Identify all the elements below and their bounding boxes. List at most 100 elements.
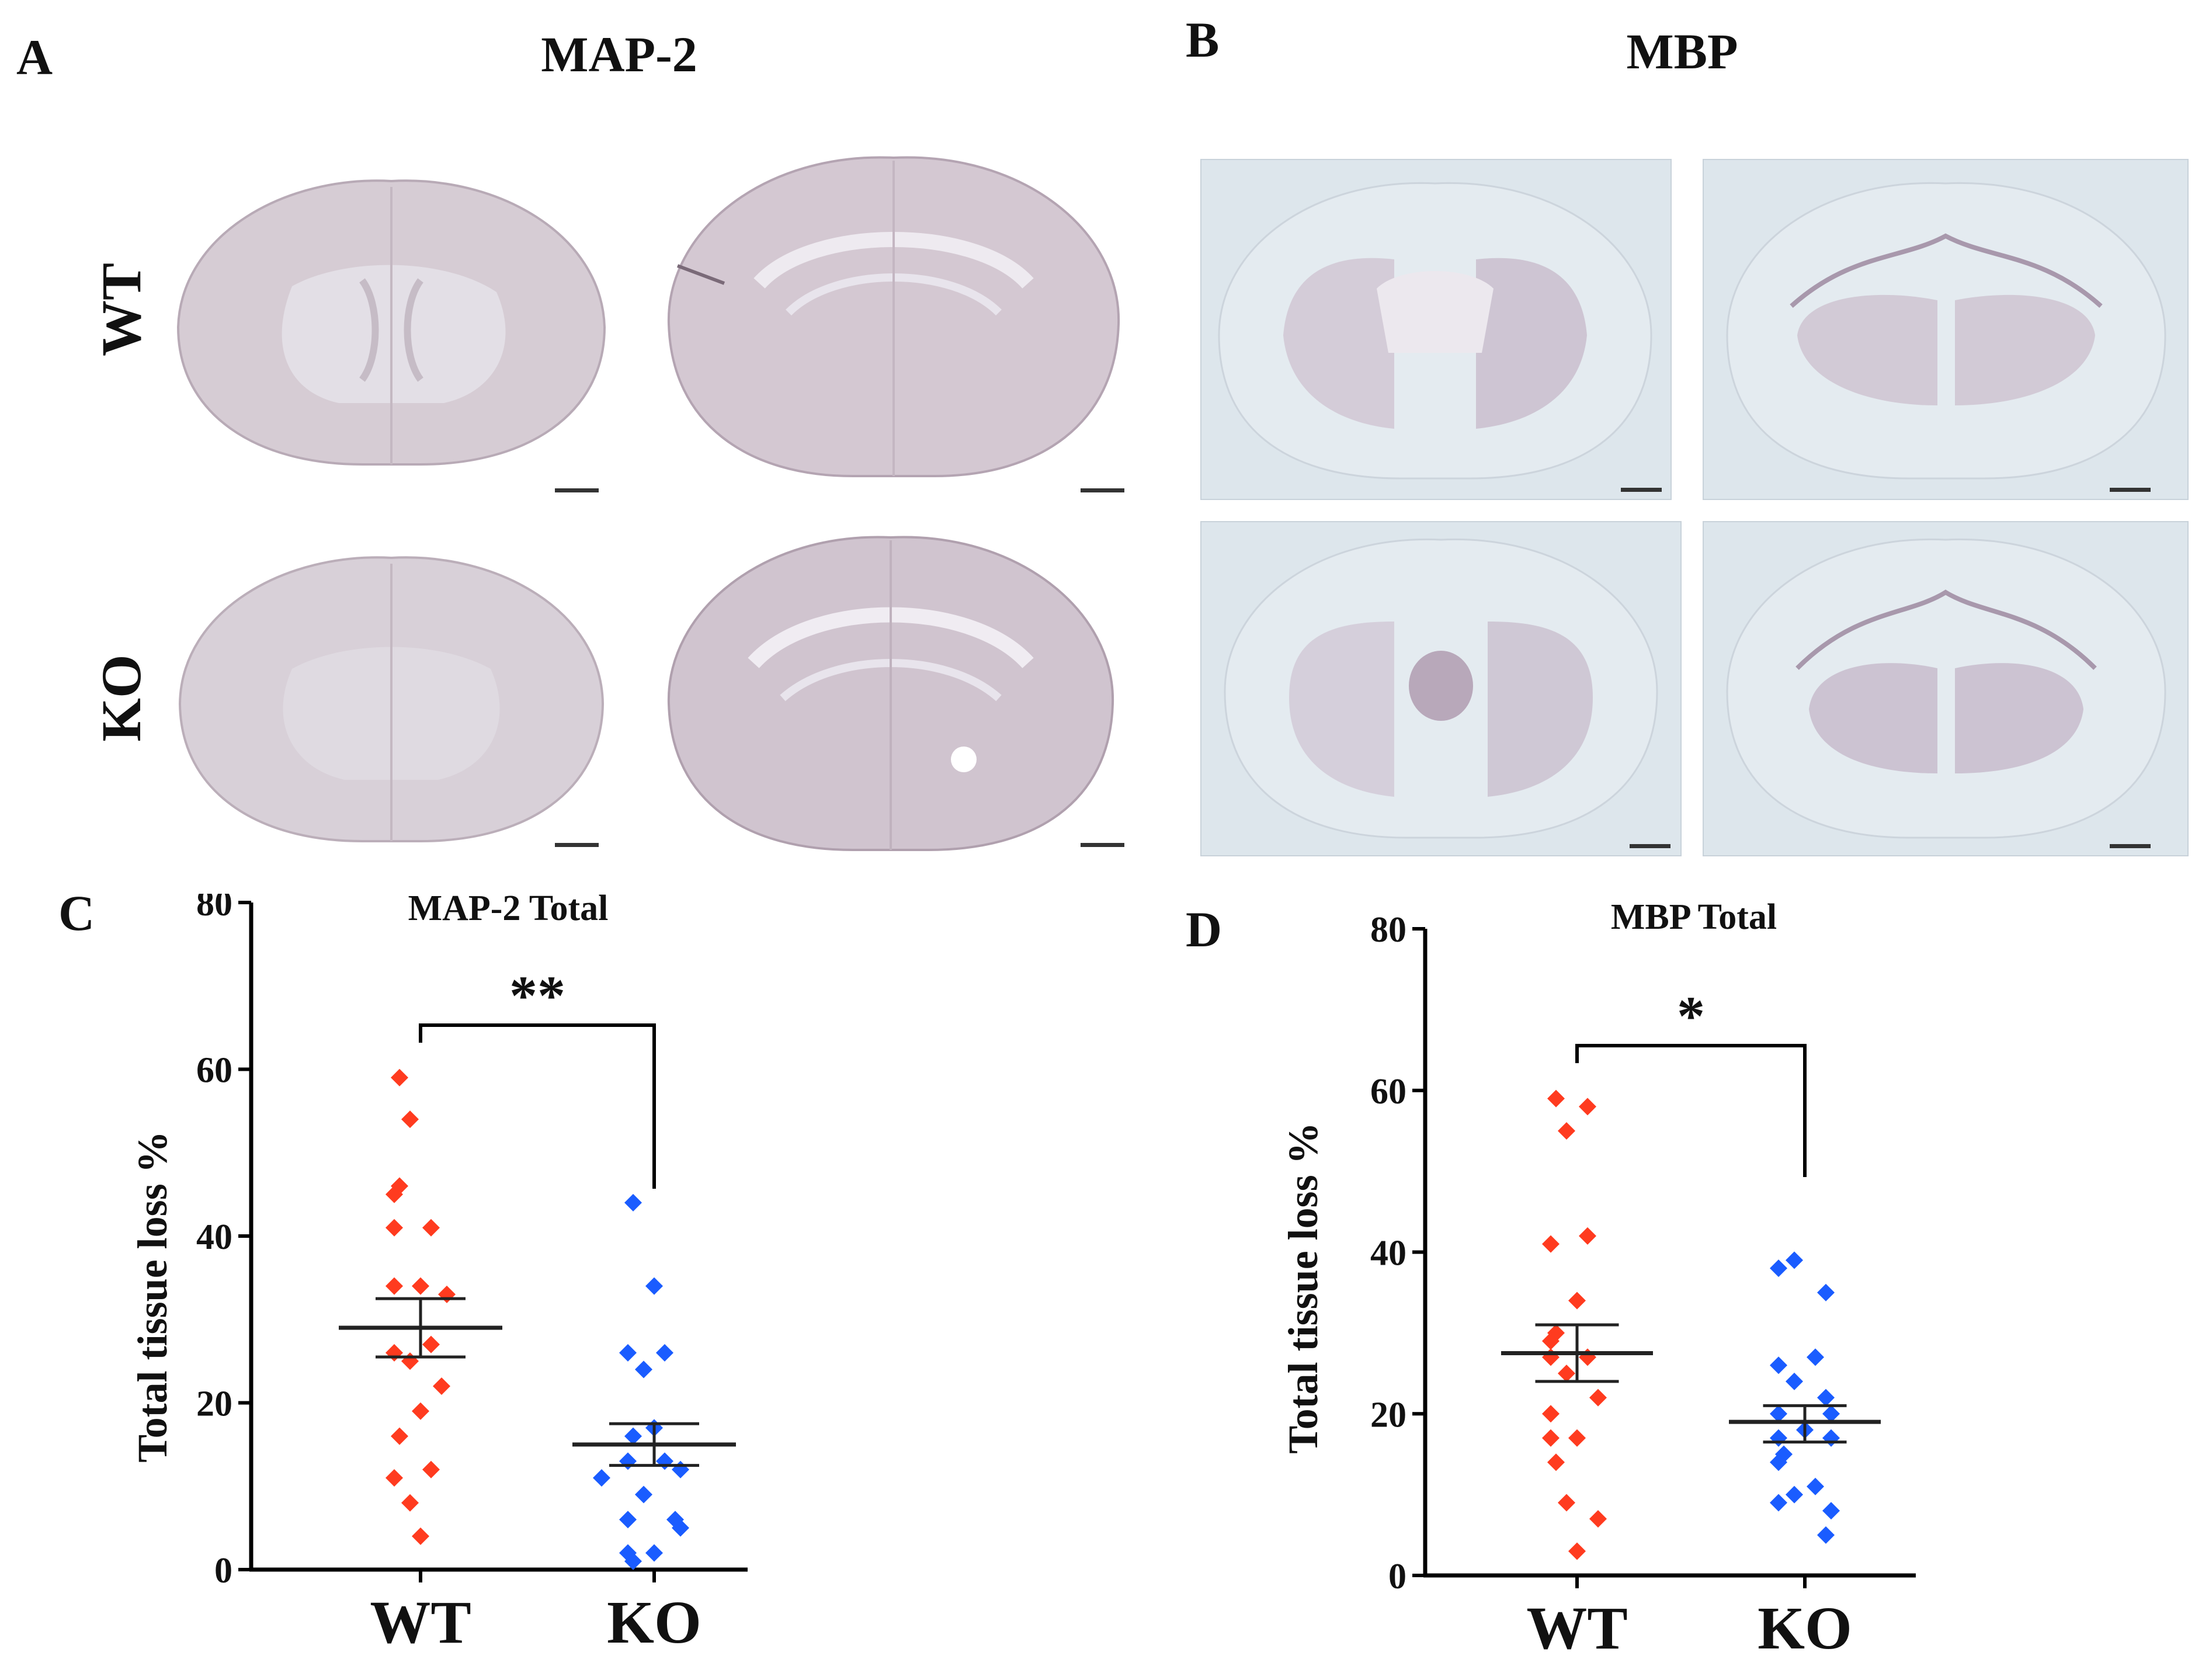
data-point bbox=[1770, 1259, 1787, 1278]
data-point bbox=[1558, 1122, 1575, 1140]
data-point bbox=[401, 1352, 419, 1370]
significance-bracket bbox=[1575, 1044, 1807, 1177]
x-tick-label: KO bbox=[1758, 1595, 1852, 1662]
data-point bbox=[1786, 1251, 1803, 1269]
significance-bracket bbox=[419, 1023, 656, 1189]
mbp-section-bottom-left bbox=[1200, 521, 1682, 856]
data-point bbox=[1589, 1510, 1607, 1528]
data-point bbox=[624, 1552, 642, 1570]
data-point bbox=[1822, 1429, 1840, 1447]
y-tick-label: 60 bbox=[1370, 1072, 1406, 1112]
data-point bbox=[433, 1377, 450, 1395]
panel-letter-c: C bbox=[58, 885, 95, 941]
data-point bbox=[1817, 1389, 1835, 1407]
data-point bbox=[385, 1185, 403, 1203]
row-label-ko: KO bbox=[90, 654, 152, 742]
y-tick-label: 20 bbox=[1370, 1395, 1406, 1435]
scale-bar bbox=[555, 843, 599, 847]
y-tick-label: 80 bbox=[1370, 910, 1406, 950]
map2-section-ko-right bbox=[660, 529, 1121, 856]
data-point bbox=[1542, 1332, 1560, 1350]
data-point bbox=[1589, 1389, 1607, 1407]
scale-bar bbox=[2110, 844, 2151, 848]
y-tick-label: 0 bbox=[214, 1551, 232, 1591]
data-point bbox=[619, 1344, 637, 1362]
data-point bbox=[1770, 1429, 1787, 1447]
data-point bbox=[438, 1285, 456, 1303]
mbp-section-top-right bbox=[1703, 159, 2189, 500]
scale-bar bbox=[2110, 488, 2151, 492]
chart-map2-total: MAP-2 Total Total tissue loss % 0 20 40 60 8… bbox=[129, 894, 748, 1656]
data-point bbox=[1568, 1429, 1586, 1447]
data-point bbox=[624, 1193, 642, 1212]
y-tick-label: 40 bbox=[1370, 1234, 1406, 1273]
data-point bbox=[635, 1360, 652, 1379]
data-point bbox=[391, 1068, 408, 1087]
plot-area: 0 20 40 60 80 WT KO * bbox=[1370, 910, 1916, 1662]
data-point bbox=[1579, 1348, 1596, 1366]
scale-bar bbox=[1621, 488, 1662, 492]
data-point bbox=[645, 1277, 663, 1295]
data-point bbox=[1770, 1453, 1787, 1471]
data-point bbox=[422, 1335, 440, 1353]
data-point bbox=[1786, 1485, 1803, 1504]
chart-title: MAP-2 Total bbox=[408, 894, 609, 928]
mbp-section-bottom-right bbox=[1703, 521, 2189, 856]
data-point bbox=[385, 1344, 403, 1362]
y-tick-label: 20 bbox=[196, 1384, 232, 1424]
mbp-section-top-left bbox=[1200, 159, 1672, 500]
data-point bbox=[422, 1460, 440, 1478]
data-point bbox=[619, 1452, 637, 1470]
data-point bbox=[1807, 1348, 1824, 1366]
data-point bbox=[619, 1511, 637, 1529]
map2-section-ko-left bbox=[175, 546, 607, 850]
data-point bbox=[401, 1110, 419, 1129]
y-tick-label: 60 bbox=[196, 1051, 232, 1091]
data-point bbox=[385, 1219, 403, 1237]
data-point bbox=[1542, 1405, 1560, 1423]
data-point bbox=[1817, 1283, 1835, 1301]
y-axis-label: Total tissue loss % bbox=[1280, 1122, 1326, 1453]
significance-label: * bbox=[1677, 985, 1705, 1047]
data-point bbox=[1547, 1453, 1565, 1471]
data-point bbox=[1542, 1235, 1560, 1253]
chart-mbp-total: MBP Total Total tissue loss % 0 20 40 60 80 W… bbox=[1280, 903, 1916, 1662]
x-tick-label: WT bbox=[1526, 1595, 1627, 1662]
data-point bbox=[672, 1460, 689, 1478]
data-point bbox=[391, 1427, 408, 1445]
data-point bbox=[385, 1277, 403, 1295]
data-point bbox=[1822, 1405, 1840, 1423]
data-point bbox=[422, 1219, 440, 1237]
panel-title-map2: MAP-2 bbox=[541, 26, 697, 82]
data-point bbox=[656, 1452, 673, 1470]
data-point bbox=[1547, 1089, 1565, 1108]
row-label-wt: WT bbox=[90, 262, 152, 357]
data-point bbox=[1786, 1372, 1803, 1390]
data-point bbox=[656, 1344, 673, 1362]
y-axis-label: Total tissue loss % bbox=[129, 1131, 176, 1462]
data-point bbox=[635, 1485, 652, 1504]
scale-bar bbox=[1081, 488, 1124, 492]
x-tick-label: KO bbox=[607, 1589, 701, 1656]
scale-bar bbox=[1630, 844, 1670, 848]
y-tick-label: 0 bbox=[1388, 1557, 1406, 1596]
data-point bbox=[1770, 1356, 1787, 1374]
data-point bbox=[412, 1402, 429, 1420]
data-point bbox=[401, 1494, 419, 1512]
panel-letter-d: D bbox=[1186, 901, 1222, 957]
data-point bbox=[412, 1527, 429, 1545]
data-point bbox=[624, 1427, 642, 1445]
chart-title: MBP Total bbox=[1611, 903, 1777, 937]
data-point bbox=[1579, 1098, 1596, 1116]
x-tick-label: WT bbox=[370, 1589, 471, 1656]
data-point bbox=[1817, 1526, 1835, 1544]
panel-letter-b: B bbox=[1186, 12, 1220, 68]
scale-bar bbox=[1081, 843, 1124, 847]
data-point bbox=[1770, 1494, 1787, 1512]
data-point bbox=[1568, 1542, 1586, 1560]
data-point bbox=[385, 1469, 403, 1487]
data-point bbox=[412, 1277, 429, 1295]
data-point bbox=[1558, 1494, 1575, 1512]
data-point bbox=[1807, 1477, 1824, 1495]
data-point bbox=[1568, 1292, 1586, 1310]
